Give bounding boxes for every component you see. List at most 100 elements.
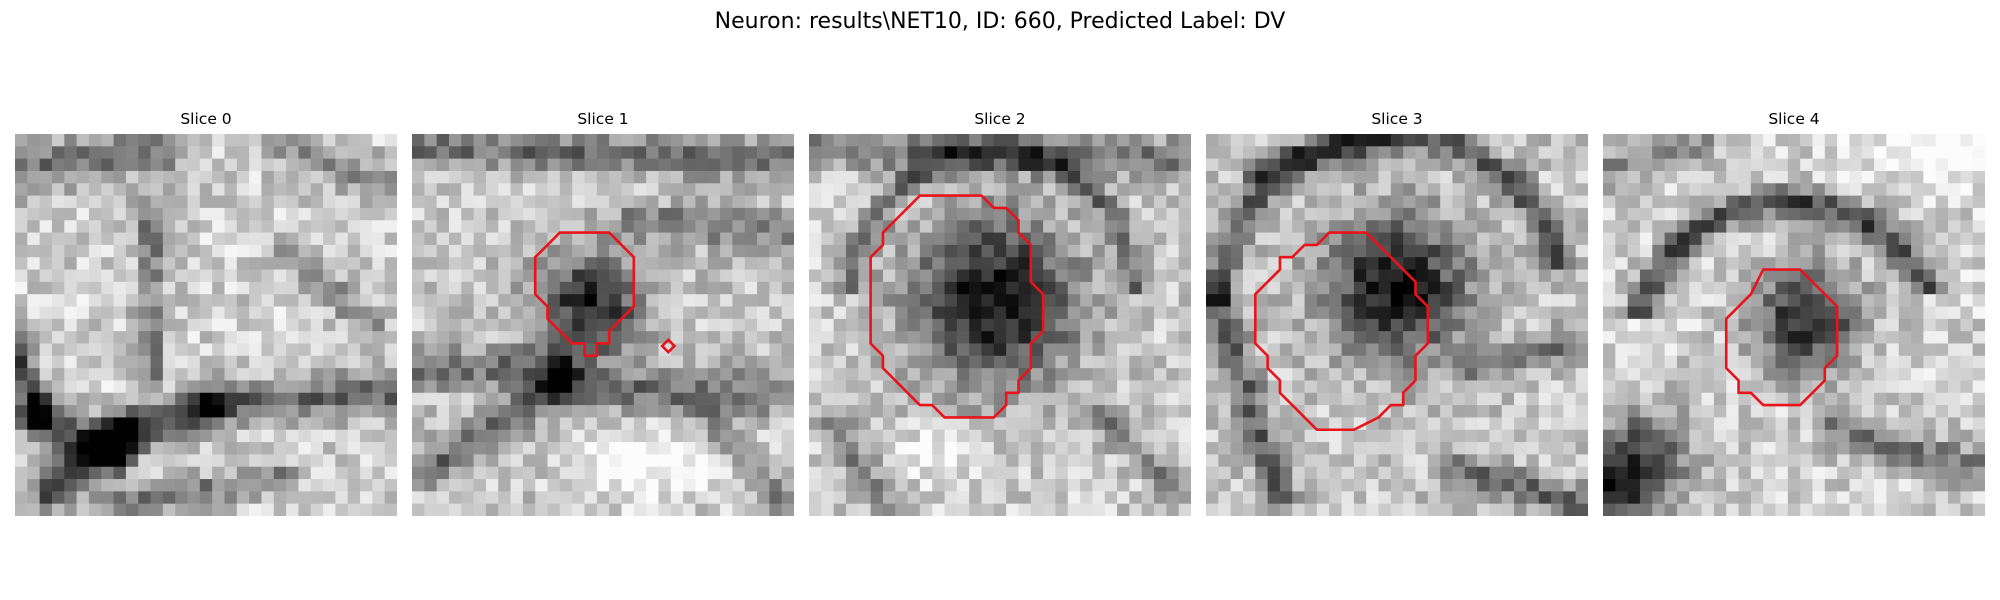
image-pixel — [1117, 454, 1130, 468]
image-pixel — [670, 294, 684, 308]
image-pixel — [858, 244, 872, 258]
image-pixel — [175, 380, 189, 394]
image-pixel — [1689, 491, 1703, 505]
image-pixel — [944, 170, 958, 184]
image-pixel — [1477, 146, 1491, 160]
image-pixel — [335, 183, 349, 197]
image-pixel — [596, 146, 610, 160]
slice-1-title: Slice 1 — [577, 110, 629, 128]
image-pixel — [695, 269, 709, 283]
image-pixel — [88, 429, 102, 443]
image-pixel — [1403, 429, 1417, 443]
image-pixel — [473, 146, 487, 160]
image-pixel — [1043, 368, 1057, 382]
image-pixel — [138, 318, 152, 332]
image-pixel — [1563, 405, 1577, 419]
image-pixel — [932, 134, 946, 147]
image-pixel — [335, 207, 349, 221]
image-pixel — [1477, 355, 1491, 369]
image-pixel — [1849, 429, 1863, 443]
image-pixel — [1603, 146, 1616, 160]
image-pixel — [596, 158, 610, 172]
image-pixel — [1018, 269, 1032, 283]
image-pixel — [1972, 368, 1985, 382]
image-pixel — [870, 134, 884, 147]
image-pixel — [1489, 183, 1503, 197]
image-pixel — [335, 146, 349, 160]
image-pixel — [1787, 380, 1801, 394]
image-pixel — [1378, 503, 1392, 516]
image-pixel — [1824, 306, 1838, 320]
image-pixel — [1526, 380, 1540, 394]
image-pixel — [39, 294, 53, 308]
image-pixel — [1230, 294, 1244, 308]
image-pixel — [498, 146, 512, 160]
image-pixel — [1501, 454, 1515, 468]
image-pixel — [993, 269, 1007, 283]
image-pixel — [1242, 269, 1256, 283]
image-pixel — [882, 195, 896, 209]
image-pixel — [1538, 318, 1552, 332]
image-pixel — [956, 220, 970, 234]
image-pixel — [1874, 479, 1888, 492]
image-pixel — [969, 269, 983, 283]
image-pixel — [473, 343, 487, 357]
image-pixel — [1218, 281, 1232, 295]
image-pixel — [412, 343, 425, 357]
image-pixel — [1141, 269, 1155, 283]
image-pixel — [1911, 318, 1924, 332]
image-pixel — [335, 454, 349, 468]
image-pixel — [1055, 429, 1069, 443]
image-pixel — [298, 429, 312, 443]
image-pixel — [1800, 257, 1814, 271]
image-pixel — [932, 207, 946, 221]
image-pixel — [1563, 417, 1577, 431]
image-pixel — [1477, 429, 1491, 443]
image-pixel — [1267, 466, 1281, 480]
image-pixel — [1775, 220, 1789, 234]
image-pixel — [1316, 368, 1330, 382]
image-pixel — [1267, 417, 1281, 431]
image-pixel — [15, 417, 28, 431]
image-pixel — [88, 183, 102, 197]
image-pixel — [757, 158, 770, 172]
image-pixel — [1701, 318, 1715, 332]
image-pixel — [27, 294, 41, 308]
image-pixel — [1849, 244, 1863, 258]
image-pixel — [1129, 269, 1143, 283]
image-pixel — [1514, 170, 1527, 184]
image-pixel — [1378, 281, 1392, 295]
image-pixel — [1874, 306, 1888, 320]
image-pixel — [199, 170, 213, 184]
image-pixel — [522, 454, 536, 468]
image-pixel — [1366, 454, 1380, 468]
image-pixel — [1043, 392, 1057, 406]
image-pixel — [236, 232, 250, 246]
image-pixel — [1166, 207, 1180, 221]
image-pixel — [1403, 220, 1417, 234]
image-pixel — [1664, 146, 1678, 160]
image-pixel — [360, 405, 373, 419]
image-pixel — [932, 183, 946, 197]
image-pixel — [76, 442, 90, 455]
image-pixel — [882, 232, 896, 246]
image-pixel — [1206, 232, 1219, 246]
image-pixel — [720, 269, 733, 283]
image-pixel — [1055, 392, 1069, 406]
image-pixel — [1141, 146, 1155, 160]
image-pixel — [498, 466, 512, 480]
image-pixel — [384, 170, 397, 184]
image-pixel — [769, 170, 783, 184]
image-pixel — [1129, 503, 1143, 516]
image-pixel — [932, 232, 946, 246]
image-pixel — [621, 503, 635, 516]
image-pixel — [547, 392, 561, 406]
image-pixel — [1750, 491, 1764, 505]
image-pixel — [1477, 207, 1491, 221]
image-pixel — [199, 454, 213, 468]
image-pixel — [138, 466, 152, 480]
image-pixel — [1464, 244, 1478, 258]
image-pixel — [1701, 368, 1715, 382]
image-pixel — [150, 343, 164, 357]
image-pixel — [1154, 220, 1167, 234]
